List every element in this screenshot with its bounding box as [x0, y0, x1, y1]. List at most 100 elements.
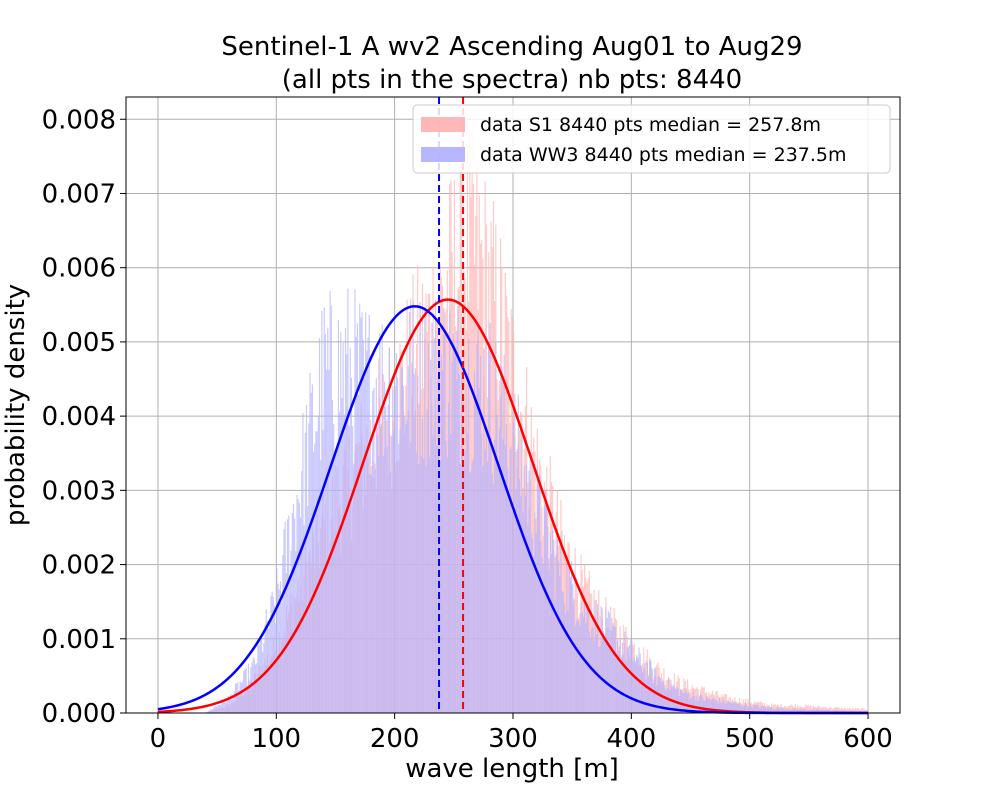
histogram-bar [843, 710, 845, 713]
histogram-bar [600, 606, 602, 713]
histogram-bar [781, 707, 783, 713]
histogram-bar [387, 404, 389, 713]
histogram-bar [772, 708, 774, 713]
histogram-bar [509, 449, 511, 713]
histogram-bar [262, 651, 264, 713]
histogram-bar [440, 355, 442, 713]
histogram-bar [239, 681, 241, 713]
histogram-bar [399, 429, 401, 713]
histogram-bar [784, 708, 786, 713]
histogram-bar [789, 705, 792, 713]
histogram-bar [379, 332, 381, 713]
histogram-bar [472, 183, 474, 713]
histogram-bar [656, 684, 658, 713]
histogram-bar [612, 626, 614, 713]
histogram-bar [769, 707, 771, 713]
histogram-bar [223, 700, 225, 713]
histogram-bar [486, 461, 489, 713]
histogram-bar [407, 365, 409, 713]
histogram-bar [284, 521, 286, 713]
histogram-bar [288, 515, 290, 713]
histogram-bar [540, 541, 542, 713]
histogram-bar [752, 707, 754, 713]
median-lines [438, 97, 465, 713]
histogram-bar [414, 368, 416, 713]
histogram-bar [710, 700, 712, 713]
histogram-bar [717, 703, 719, 713]
histogram-bar [445, 441, 447, 713]
histogram-bar [297, 499, 299, 713]
histogram-bar [302, 413, 304, 713]
histogram-bar [232, 695, 234, 713]
histogram-bar [419, 301, 421, 713]
histogram-bar [210, 709, 212, 713]
histogram-bar [321, 310, 323, 713]
histogram-bar [314, 443, 316, 713]
histogram-bar [730, 703, 732, 713]
histogram-bar [741, 705, 743, 713]
histogram-bar [515, 489, 517, 713]
histogram-bar [591, 628, 593, 713]
histogram-bar [642, 672, 644, 713]
histogram-bar [846, 708, 848, 713]
histogram-bar [814, 710, 816, 713]
histogram-bar [276, 568, 278, 713]
histogram-bar [670, 684, 672, 713]
histogram-bar [857, 708, 859, 713]
histogram-bar [748, 707, 750, 713]
histogram-bar [404, 416, 406, 713]
histogram-bar [471, 461, 473, 713]
histogram-bar [265, 609, 267, 713]
histogram-bar [701, 695, 703, 713]
histogram-bar [711, 698, 714, 713]
histogram-bar [323, 307, 325, 713]
histogram-bar [236, 683, 238, 713]
histogram-bar [749, 703, 751, 713]
histogram-bar [597, 604, 599, 713]
histogram-bar [355, 336, 357, 713]
histogram-bar [830, 706, 832, 713]
histogram-bar [251, 662, 253, 713]
histogram-bar [441, 370, 444, 713]
histogram-bar [430, 359, 432, 713]
histogram-bar [681, 689, 683, 713]
histogram-bar [544, 490, 547, 713]
histogram-bar [536, 466, 538, 713]
histogram-bar [765, 707, 767, 713]
histogram-bar [391, 436, 393, 713]
histogram-bar [794, 708, 796, 713]
histogram-bar [211, 709, 213, 713]
legend: data S1 8440 pts median = 257.8m data WW… [412, 104, 891, 174]
histogram-bar [619, 638, 621, 713]
y-tick-label: 0.007 [42, 179, 116, 209]
y-tick-label: 0.006 [42, 254, 116, 284]
histogram-bar [264, 624, 266, 713]
histogram-bar [400, 367, 402, 713]
histogram-bar [489, 322, 491, 713]
histogram-bar [742, 699, 744, 713]
x-tick-label: 600 [843, 724, 893, 754]
histogram-bar [294, 518, 296, 713]
histogram-bar [447, 402, 450, 713]
histogram-bar [766, 708, 768, 713]
histogram-bar [537, 485, 540, 713]
histogram-bar [549, 532, 551, 713]
histogram-bar [320, 460, 322, 713]
histogram-bar [468, 338, 470, 713]
histogram-bar [694, 696, 696, 713]
histogram-bar [678, 696, 680, 713]
histogram-bar [740, 705, 742, 713]
histogram-bar [479, 356, 482, 713]
histogram-bar [372, 391, 374, 713]
histogram-bar [437, 379, 439, 713]
histogram-bar [806, 705, 808, 713]
histogram-bar [593, 640, 595, 713]
histogram-bar [290, 550, 292, 713]
legend-swatch-ww3 [421, 147, 465, 162]
histogram-bar [842, 710, 844, 713]
histogram-bar [547, 527, 549, 713]
histogram-bar [624, 631, 626, 713]
histogram-bar [214, 706, 216, 713]
histogram-bar [865, 709, 867, 713]
histogram-bar [277, 583, 279, 713]
